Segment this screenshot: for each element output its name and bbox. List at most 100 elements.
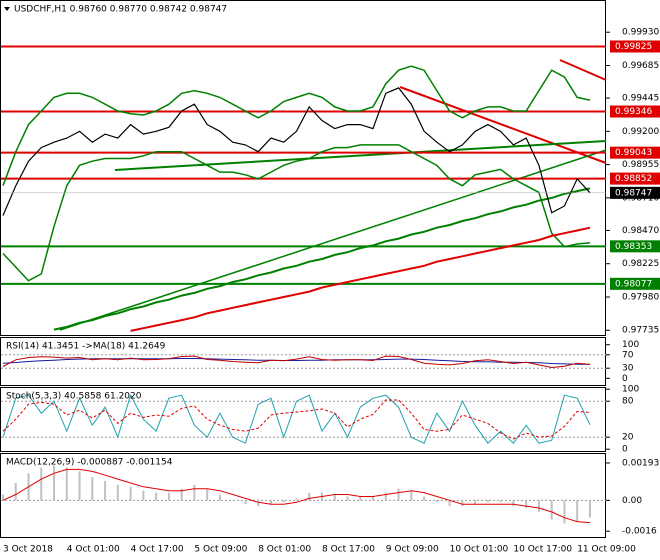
- bar: [359, 496, 362, 501]
- x-tick-label: 10 Oct 01:00: [450, 545, 509, 555]
- panel-title: RSI(14) 41.3451 ->MA(18) 41.2649: [6, 342, 166, 352]
- bar: [512, 500, 515, 507]
- bar: [218, 494, 221, 501]
- y-tick-label: 0: [622, 445, 628, 455]
- y-tick-label: -0.0016: [622, 527, 657, 537]
- series-line: [2, 468, 591, 524]
- y-tick-label: 0.98955: [622, 160, 659, 170]
- bar: [333, 494, 336, 501]
- y-tick-label: 0.97980: [622, 292, 659, 302]
- series-line: [2, 355, 591, 369]
- y-tick-label: 0: [622, 374, 628, 384]
- y-tick-label: 0.98470: [622, 226, 659, 236]
- x-tick-label: 10 Oct 17:00: [513, 545, 572, 555]
- bar: [474, 500, 477, 505]
- x-tick-label: 4 Oct 17:00: [131, 545, 184, 555]
- bar: [257, 500, 260, 507]
- panel-title: Stoch(5,3,3) 40.5858 61.2020: [6, 392, 142, 402]
- bar: [461, 500, 464, 507]
- y-tick-label: 0.99930: [622, 28, 659, 38]
- x-tick-label: 8 Oct 01:00: [258, 545, 311, 555]
- level-label: 0.98852: [615, 174, 652, 184]
- level-tag: [610, 172, 660, 185]
- bar: [65, 467, 68, 501]
- y-tick-label: 0.99685: [622, 61, 659, 71]
- bar: [499, 500, 502, 503]
- bar: [563, 500, 566, 524]
- level-tag: [610, 146, 660, 159]
- bar: [129, 486, 132, 501]
- trend-line: [114, 140, 607, 171]
- level-label: 0.99825: [615, 42, 652, 52]
- y-tick-label: 30: [622, 364, 634, 374]
- series-line: [53, 187, 591, 331]
- bar: [167, 492, 170, 501]
- series-line: [2, 144, 591, 282]
- current-price-label: 0.98747: [615, 188, 652, 198]
- bar: [142, 490, 145, 501]
- x-tick-label: 9 Oct 09:00: [386, 545, 439, 555]
- panel-title: MACD(12,26,9) -0.000887 -0.001154: [6, 458, 173, 468]
- y-tick-label: 100: [622, 385, 639, 395]
- series-line: [130, 226, 591, 332]
- x-tick-label: 4 Oct 01:00: [67, 545, 120, 555]
- y-tick-label: 70: [622, 350, 634, 360]
- y-tick-label: 0.99445: [622, 94, 659, 104]
- bar: [231, 500, 234, 501]
- level-label: 0.99346: [615, 107, 652, 117]
- y-tick-label: 0.97735: [622, 326, 659, 336]
- bar: [448, 500, 451, 507]
- menu-arrow[interactable]: [4, 7, 10, 11]
- level-label: 0.99043: [615, 148, 652, 158]
- y-tick-label: 20: [622, 433, 634, 443]
- x-tick-label: 11 Oct 09:00: [577, 545, 636, 555]
- bar: [78, 471, 81, 501]
- bar: [537, 500, 540, 512]
- bar: [53, 465, 56, 501]
- rsi-panel: [0, 337, 606, 386]
- level-label: 0.98353: [615, 242, 652, 252]
- series-line: [2, 65, 591, 186]
- bar: [384, 492, 387, 501]
- bar: [282, 500, 285, 503]
- x-tick-label: 5 Oct 09:00: [194, 545, 247, 555]
- panel-title: USDCHF,H1 0.98760 0.98770 0.98742 0.9874…: [14, 5, 227, 15]
- bar: [525, 500, 528, 509]
- trend-line: [399, 86, 607, 164]
- current-price-tag: [610, 186, 660, 199]
- bar: [2, 494, 4, 501]
- bar: [397, 488, 400, 501]
- bar: [486, 500, 489, 503]
- bar: [40, 467, 43, 501]
- x-tick-label: 3 Oct 2018: [3, 545, 53, 555]
- bar: [116, 484, 119, 501]
- bar: [104, 481, 107, 501]
- y-tick-label: 0.98225: [622, 259, 659, 269]
- bar: [308, 492, 311, 501]
- series-line: [2, 87, 591, 216]
- bar: [14, 482, 17, 501]
- y-tick-label: 100: [622, 340, 639, 350]
- bar: [91, 477, 94, 501]
- level-label: 0.98077: [615, 279, 652, 289]
- bar: [576, 500, 579, 522]
- level-tag: [610, 277, 660, 290]
- x-tick-label: 8 Oct 17:00: [322, 545, 375, 555]
- y-tick-label: 0.99200: [622, 127, 659, 137]
- series-line: [2, 399, 591, 440]
- bar: [206, 488, 209, 501]
- y-tick-label: 0.00: [622, 496, 642, 506]
- level-tag: [610, 40, 660, 53]
- bar: [346, 496, 349, 501]
- bar: [269, 500, 272, 505]
- bar: [423, 496, 426, 501]
- bar: [588, 500, 591, 518]
- trend-line: [559, 59, 607, 81]
- series-line: [2, 393, 591, 444]
- bar: [180, 488, 183, 501]
- bar: [410, 490, 413, 501]
- bar: [435, 500, 438, 503]
- level-tag: [610, 105, 660, 118]
